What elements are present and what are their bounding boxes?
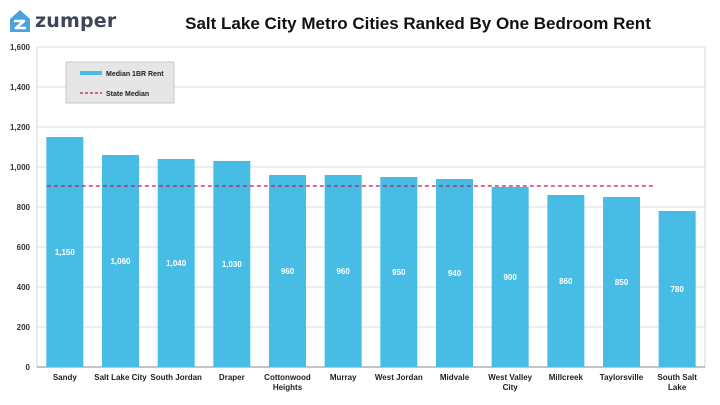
bar	[436, 179, 473, 367]
legend-swatch-bar	[80, 71, 102, 75]
y-tick-label: 1,400	[10, 83, 31, 92]
data-label: 940	[448, 269, 462, 278]
y-tick-label: 400	[17, 283, 31, 292]
x-tick-label: Millcreek	[549, 373, 584, 382]
y-tick-label: 800	[17, 203, 31, 212]
chart-title: Salt Lake City Metro Cities Ranked By On…	[185, 14, 651, 33]
bar	[213, 161, 251, 367]
legend-label: Median 1BR Rent	[106, 71, 164, 78]
bar	[491, 187, 529, 367]
y-axis: 0 200 400 600 800 1,000 1,200 1,400 1,600	[10, 43, 705, 372]
data-label: 900	[503, 273, 517, 282]
data-label: 1,030	[222, 260, 243, 269]
data-label: 780	[670, 285, 684, 294]
data-label: 860	[559, 277, 573, 286]
bar	[46, 137, 84, 367]
bar	[157, 159, 195, 367]
bar	[269, 175, 306, 367]
x-tick-label: Taylorsville	[600, 373, 644, 382]
x-tick-label: Cottonwood Heights	[264, 373, 311, 392]
y-tick-label: 600	[17, 243, 31, 252]
data-label: 850	[615, 278, 629, 287]
x-axis-labels: Sandy Salt Lake City South Jordan Draper Cot…	[53, 373, 697, 392]
x-tick-label: Murray	[330, 373, 357, 382]
data-label: 1,150	[55, 248, 76, 257]
bar	[324, 175, 362, 367]
brand-name: zumper	[35, 10, 117, 32]
data-label: 1,060	[110, 257, 131, 266]
x-tick-label: West Jordan	[375, 373, 423, 382]
data-label: 960	[336, 267, 350, 276]
y-tick-label: 1,600	[10, 43, 31, 52]
bar	[102, 155, 139, 367]
x-tick-label: South Salt Lake	[657, 373, 697, 392]
x-tick-label: Draper	[219, 373, 245, 382]
zumper-logo: zumper	[8, 8, 116, 34]
y-tick-label: 0	[26, 363, 31, 372]
gridlines	[36, 46, 706, 368]
legend-label: State Median	[106, 91, 149, 98]
house-icon	[10, 10, 30, 32]
data-label: 950	[392, 268, 406, 277]
x-tick-label: Midvale	[440, 373, 470, 382]
bars: 1,150 1,060 1,040 1,030 960 960 950 940 900 860 85…	[46, 137, 696, 367]
bar	[380, 177, 418, 367]
data-label: 960	[281, 267, 295, 276]
x-tick-label: Salt Lake City	[94, 373, 147, 382]
data-label: 1,040	[166, 259, 187, 268]
x-tick-label: West Valley City	[488, 373, 532, 392]
x-tick-label: Sandy	[53, 373, 78, 382]
x-tick-label: South Jordan	[150, 373, 202, 382]
y-tick-label: 1,000	[10, 163, 31, 172]
bar	[603, 197, 640, 367]
y-tick-label: 200	[17, 323, 31, 332]
bar	[547, 195, 585, 367]
bar	[658, 211, 696, 367]
legend-box	[65, 61, 175, 104]
y-tick-label: 1,200	[10, 123, 31, 132]
legend: Median 1BR Rent State Median	[65, 61, 175, 104]
